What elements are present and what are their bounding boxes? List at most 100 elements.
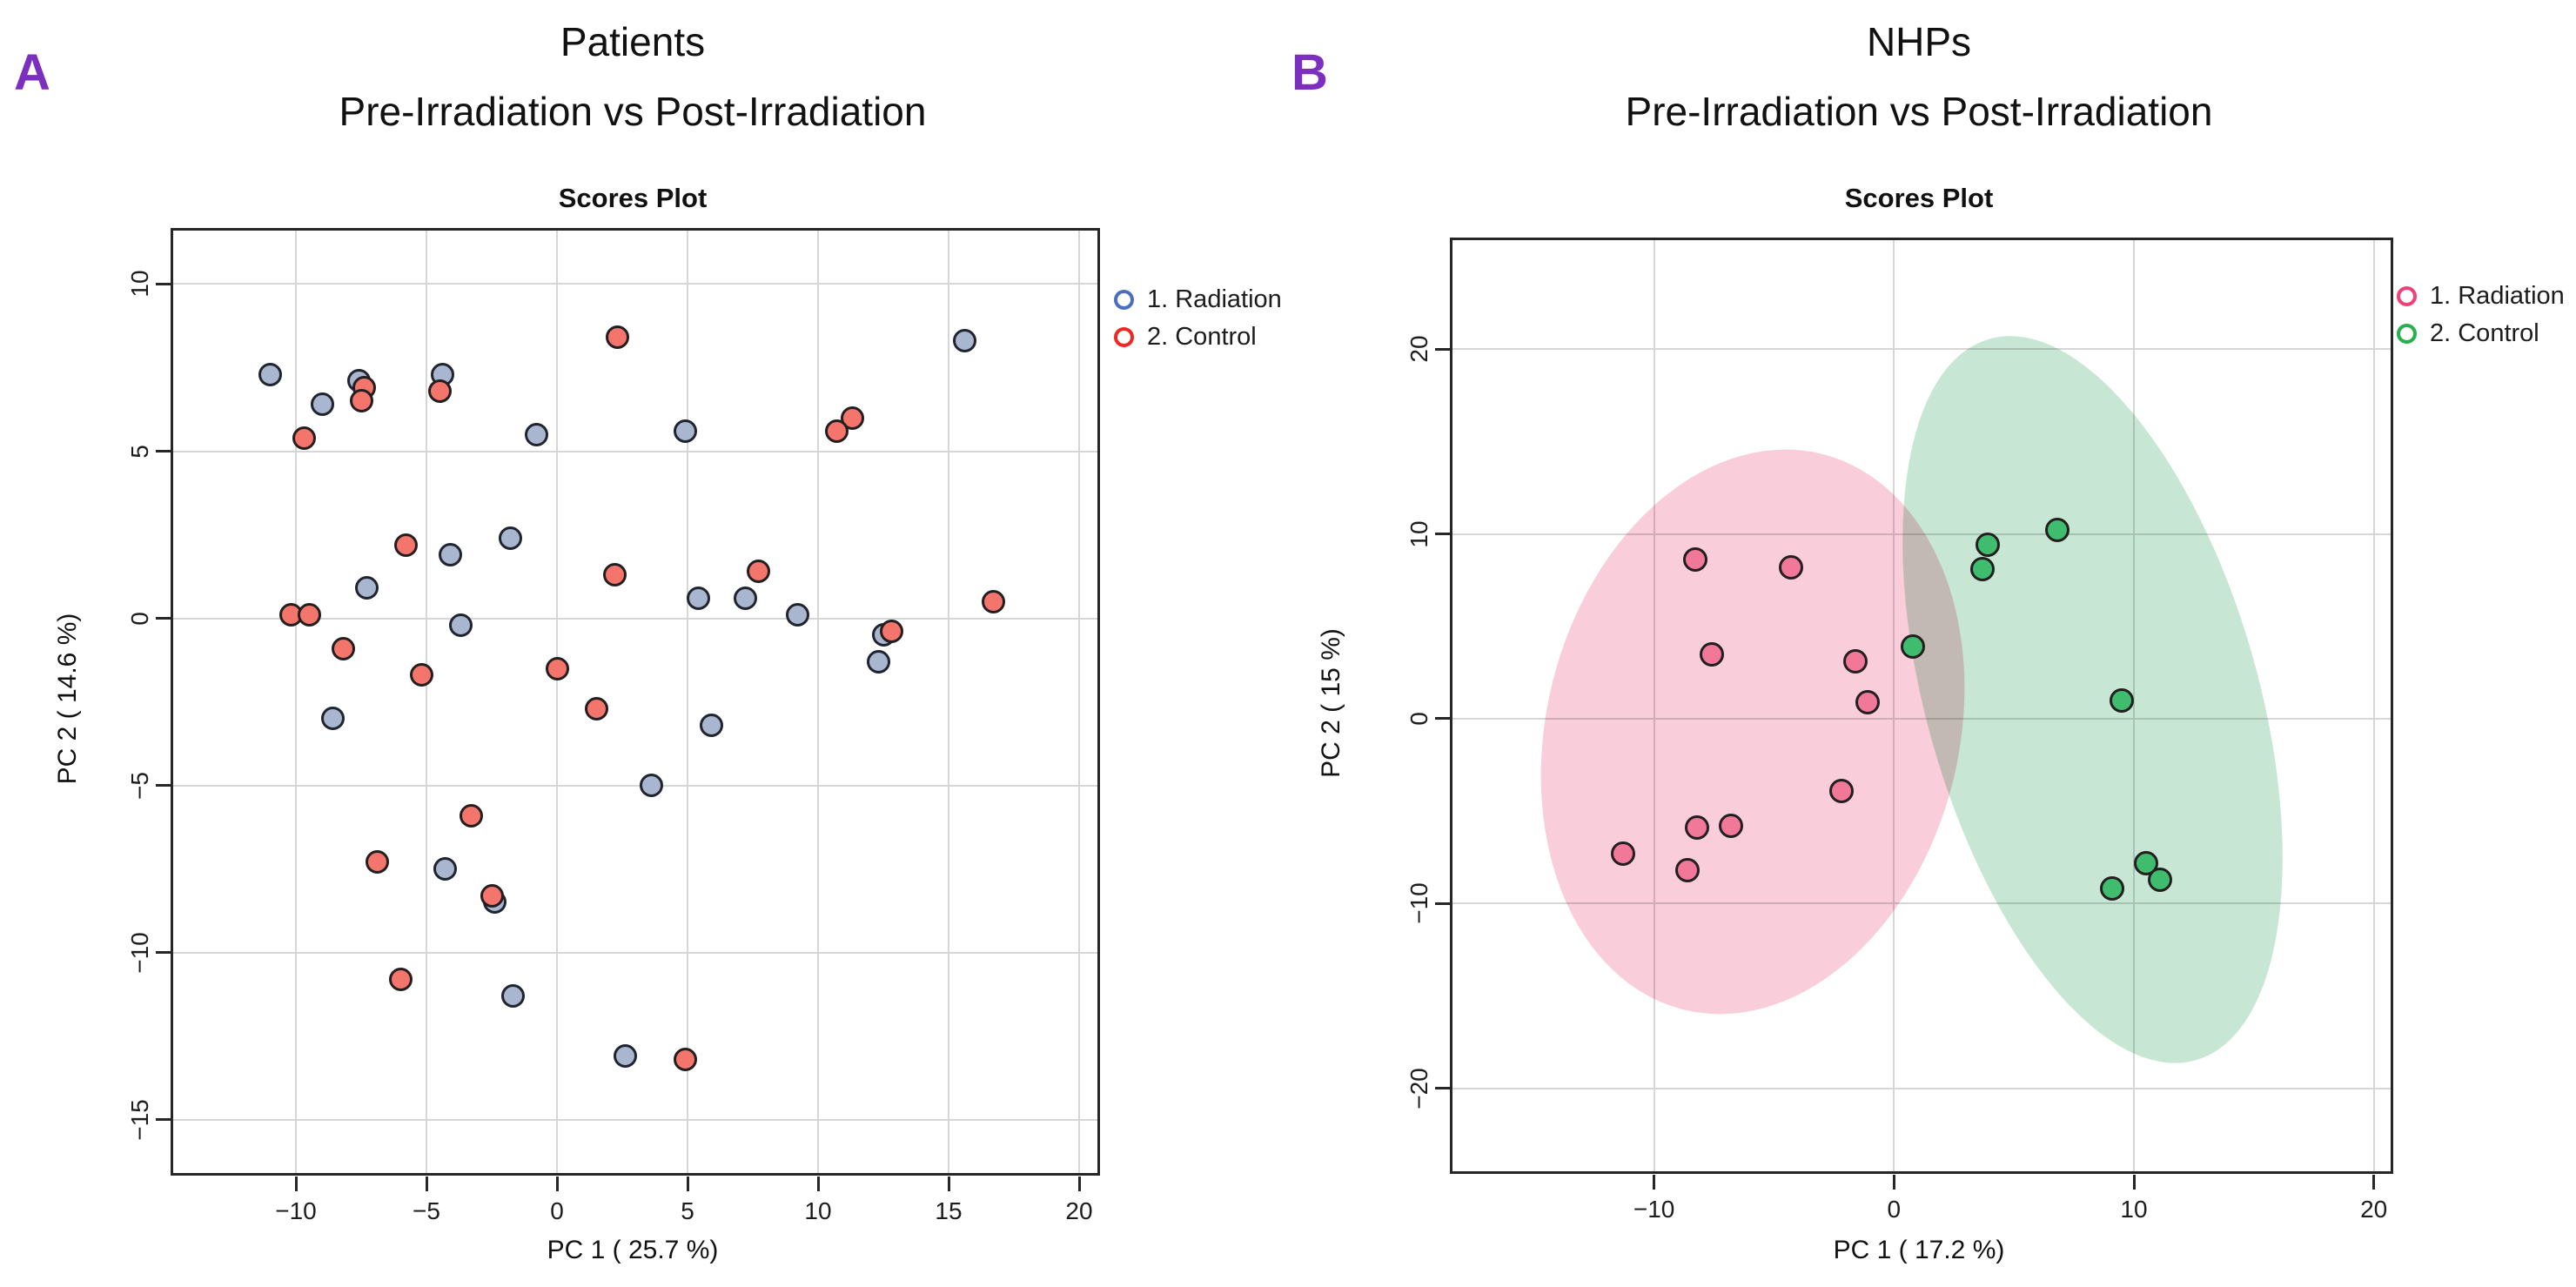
legend-item: 2. Control [1114, 323, 1282, 352]
panel-a-title: Patients Pre-Irradiation vs Post-Irradia… [171, 7, 1095, 146]
y-tick-label: −5 [126, 771, 153, 800]
gridline [173, 1118, 1097, 1121]
x-axis-tick [1892, 1175, 1895, 1190]
x-tick-label: −5 [413, 1197, 440, 1224]
data-point [2100, 876, 2125, 902]
data-point [2044, 518, 2070, 543]
x-axis-tick [816, 1176, 820, 1191]
data-point [1843, 649, 1868, 674]
gridline [173, 784, 1097, 787]
data-point [1682, 547, 1707, 573]
x-tick-label: 20 [2360, 1196, 2388, 1223]
y-axis-tick [1435, 533, 1450, 536]
data-point [1975, 533, 2000, 558]
x-tick-label: 0 [550, 1197, 564, 1224]
x-tick-label: 0 [1887, 1196, 1902, 1223]
data-point [2110, 687, 2135, 713]
legend-item-label: 2. Control [2430, 319, 2539, 347]
panel-b-yaxis-label: PC 2 ( 15 %) [1317, 628, 1345, 778]
data-point [824, 419, 849, 443]
x-tick-label: 20 [1065, 1197, 1093, 1224]
gridline [556, 231, 558, 1173]
data-point [613, 1044, 637, 1069]
plot-area-a: −10 −5 0 5 10 15 20 −15 −10 −5 0 5 10 [126, 228, 1100, 1224]
y-tick-label: 0 [1405, 712, 1432, 726]
x-tick-label: 10 [2120, 1196, 2148, 1223]
data-point [393, 533, 418, 557]
x-axis-tick [947, 1176, 950, 1191]
y-axis-tick [156, 617, 171, 620]
data-point [258, 362, 282, 386]
x-axis-tick [555, 1176, 559, 1191]
panel-b-legend: 1. Radiation 2. Control [2397, 282, 2565, 348]
gridline [1078, 231, 1080, 1173]
data-point [1901, 634, 1926, 660]
data-point [433, 857, 457, 881]
data-point [331, 636, 355, 660]
data-point [297, 603, 321, 627]
data-point [1828, 778, 1854, 803]
data-point [409, 663, 433, 687]
legend-marker-icon [2397, 324, 2417, 344]
gridline [2372, 240, 2375, 1171]
panel-b-xaxis-label: PC 1 ( 17.2 %) [1833, 1236, 2005, 1264]
gridline [948, 231, 949, 1173]
y-tick-label: 5 [126, 444, 153, 459]
data-point [292, 426, 316, 450]
panel-a-yaxis-label: PC 2 ( 14.6 %) [53, 613, 82, 785]
panel-a-title-line1: Patients [560, 19, 706, 64]
data-point [952, 329, 976, 353]
y-tick-label: 20 [1405, 335, 1432, 363]
data-point [2133, 850, 2158, 875]
data-point [1685, 815, 1710, 841]
gridline [1452, 1087, 2391, 1089]
y-tick-label: 0 [126, 611, 153, 626]
legend-marker-icon [1114, 290, 1134, 310]
data-point [500, 984, 525, 1008]
data-point [605, 325, 629, 350]
panel-a-subtitle: Scores Plot [558, 183, 708, 213]
x-tick-label: 10 [804, 1197, 832, 1224]
data-point [746, 560, 770, 584]
x-axis-tick [2372, 1175, 2376, 1190]
panel-b-title: NHPs Pre-Irradiation vs Post-Irradiation [1450, 7, 2388, 146]
data-point [981, 589, 1005, 613]
y-tick-label: 10 [1405, 520, 1432, 548]
data-point [480, 883, 504, 908]
gridline [426, 231, 427, 1173]
y-axis-tick [156, 450, 171, 452]
legend-item-label: 1. Radiation [2430, 282, 2565, 310]
legend-item: 2. Control [2397, 319, 2565, 348]
data-point [545, 656, 569, 680]
x-axis-tick [1077, 1176, 1081, 1191]
data-point [349, 389, 373, 413]
legend-marker-icon [2397, 286, 2417, 306]
panel-a-title-line2: Pre-Irradiation vs Post-Irradiation [339, 89, 927, 134]
panel-a-legend: 1. Radiation 2. Control [1114, 285, 1282, 352]
x-axis-tick [294, 1176, 298, 1191]
x-axis-tick [425, 1176, 428, 1191]
panel-b-title-line1: NHPs [1866, 19, 1972, 64]
data-point [879, 620, 903, 644]
data-point [1610, 841, 1635, 866]
x-axis-tick [686, 1176, 689, 1191]
gridline [173, 450, 1097, 452]
gridline [1452, 348, 2391, 351]
x-axis-tick [2132, 1175, 2136, 1190]
data-point [1699, 641, 1724, 667]
y-axis-tick [1435, 717, 1450, 721]
data-point [733, 586, 757, 610]
data-point [584, 696, 608, 721]
data-point [673, 419, 697, 443]
data-point [427, 379, 452, 403]
data-point [388, 967, 413, 991]
y-tick-label: −10 [126, 931, 153, 974]
y-axis-tick [1435, 347, 1450, 351]
data-point [602, 563, 627, 587]
data-point [524, 422, 548, 446]
panel-b-label: B [1291, 44, 1328, 101]
data-point [354, 576, 379, 600]
plot-area-b: −10 0 10 20 −20 −10 0 10 20 [1405, 238, 2393, 1223]
data-point [639, 774, 663, 797]
